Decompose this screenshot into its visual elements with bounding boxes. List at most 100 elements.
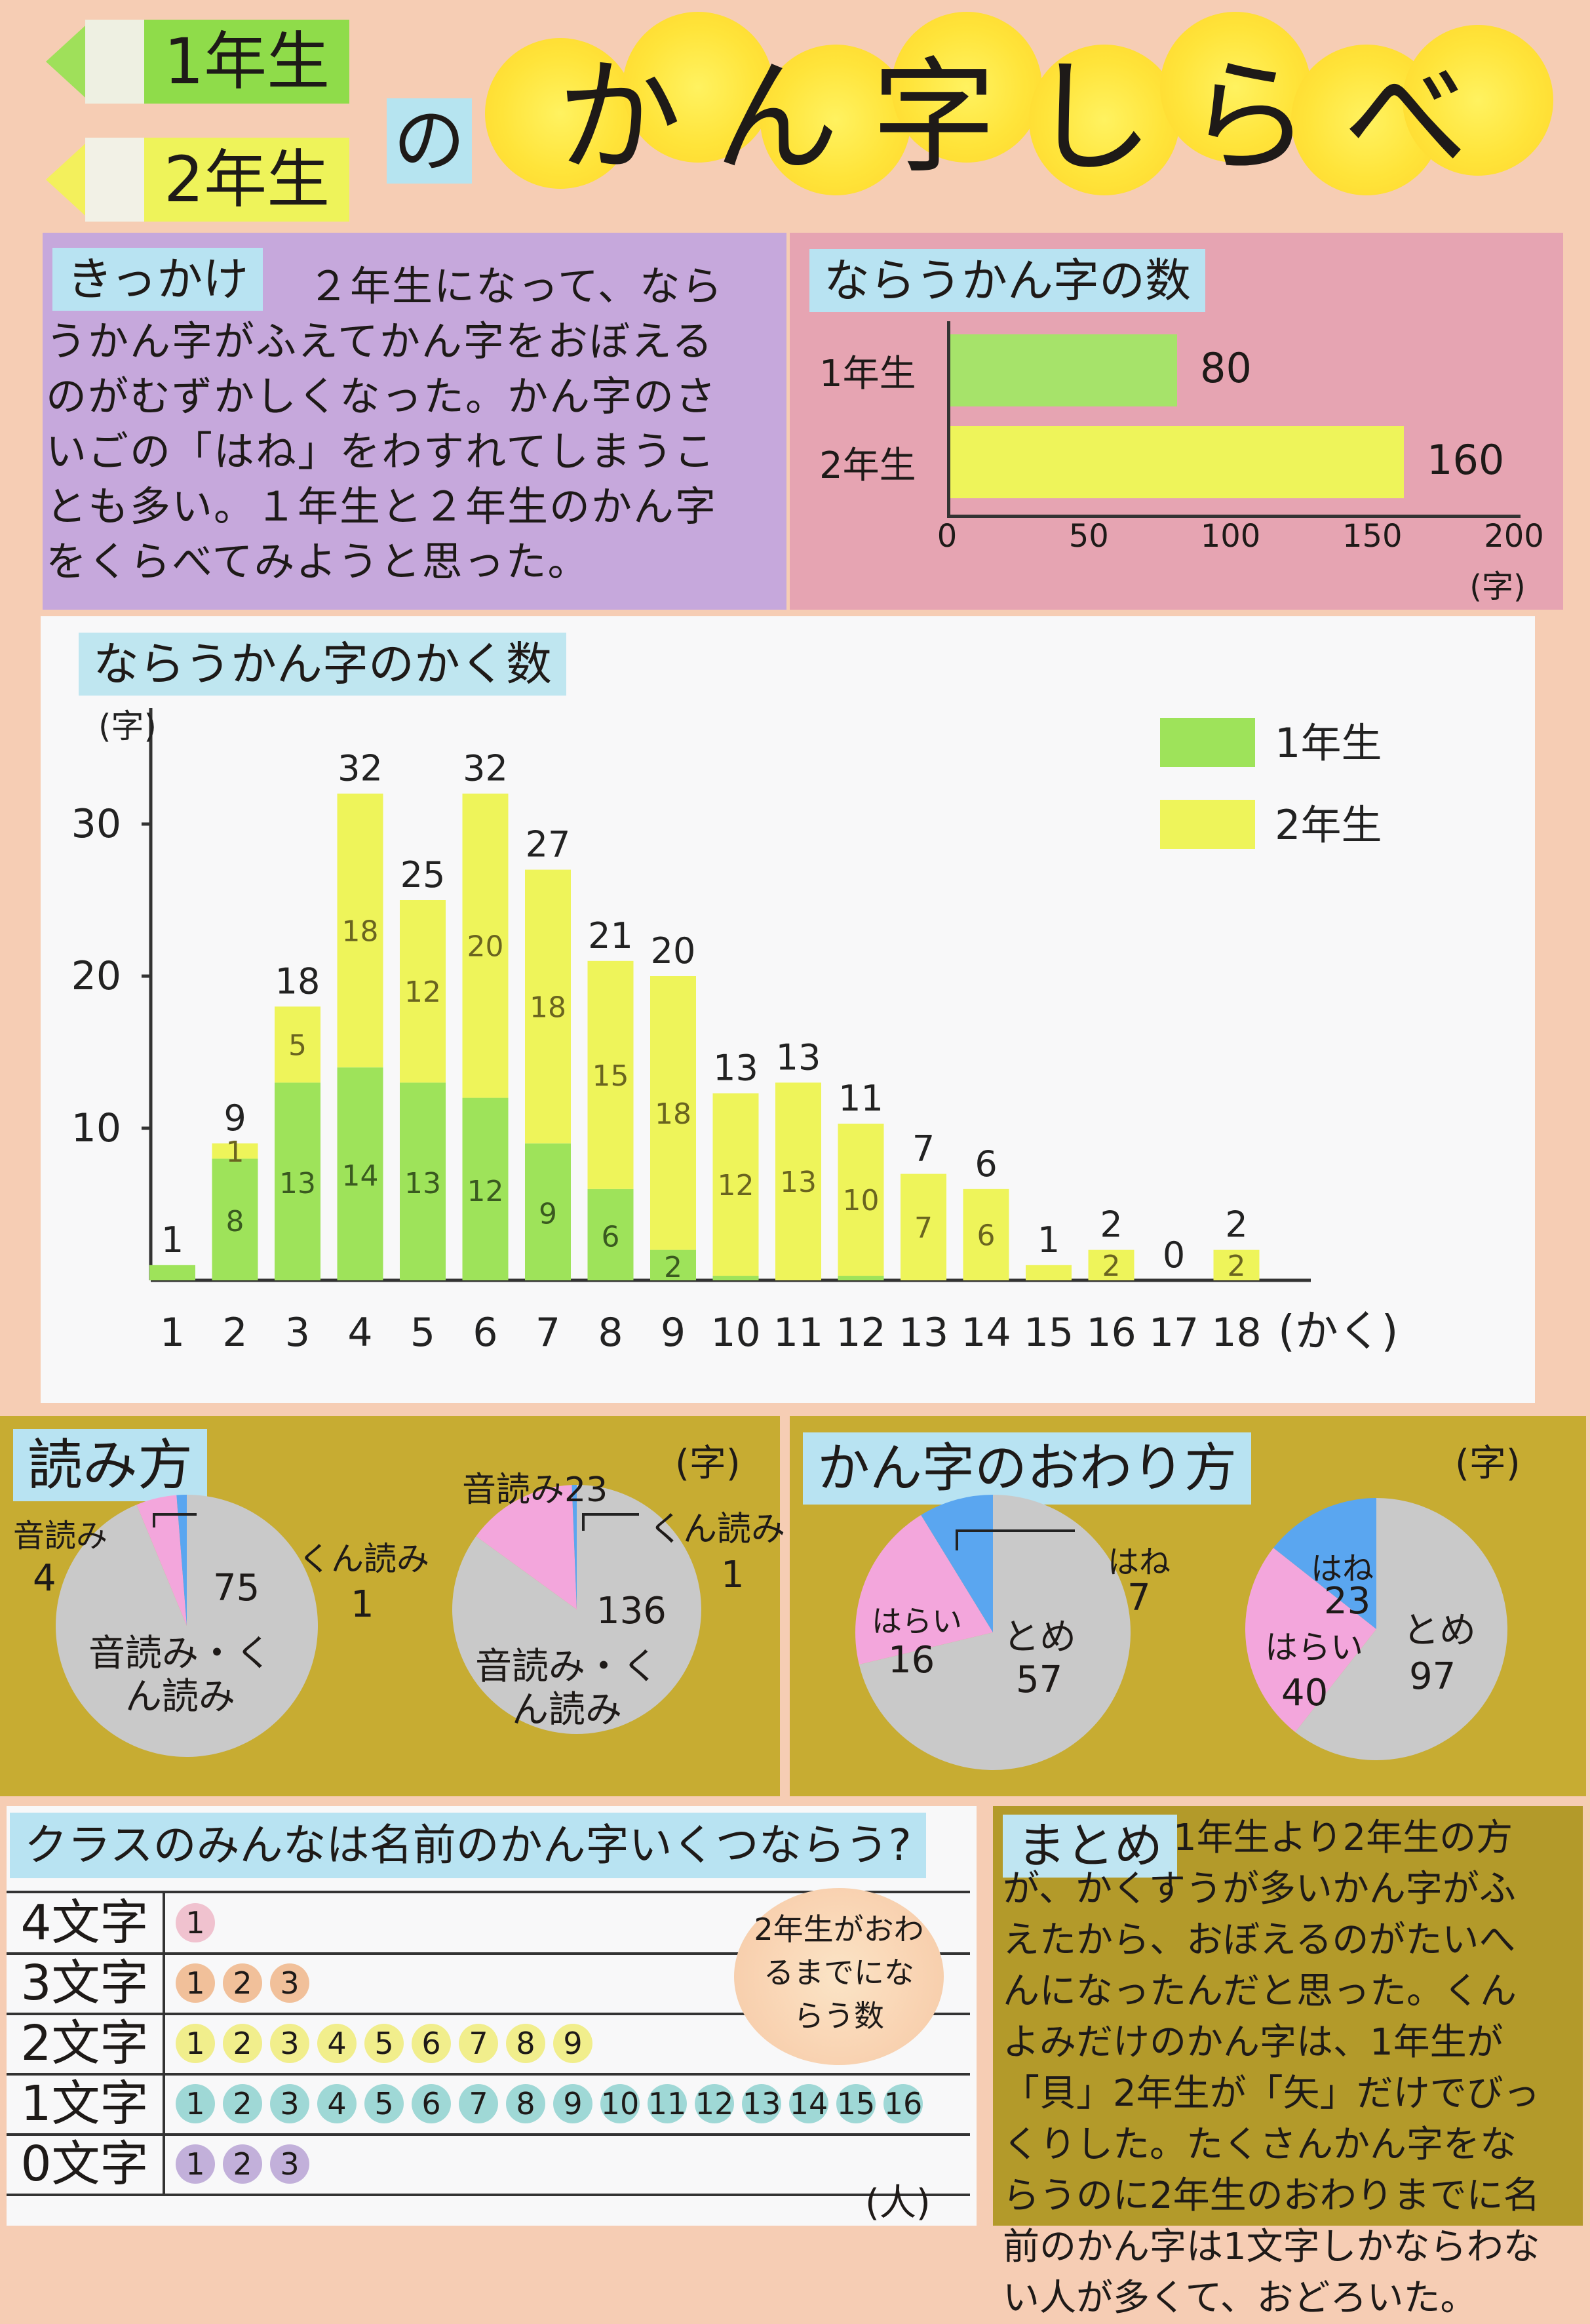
bar-grade2-value: 15 (592, 1059, 629, 1093)
g2-kunyomi-value: 1 (721, 1554, 745, 1596)
bar-total-label: 1 (1037, 1219, 1060, 1261)
bar-grade2 (901, 1173, 946, 1280)
g1-tome-label: とめ (1003, 1616, 1076, 1659)
count-tag: ならうかん字の数 (809, 249, 1205, 312)
count-tick-label: 200 (1484, 518, 1544, 555)
reading-g1-pie-slice (136, 1495, 187, 1626)
person-count-dot: 7 (459, 2024, 498, 2063)
person-count-dot: 5 (364, 2084, 404, 2123)
g2-harai-label: はらい (1265, 1628, 1363, 1666)
bar-total-label: 21 (588, 915, 633, 956)
class-table-tag: クラスのみんなは名前のかん字いくつならう? (10, 1813, 926, 1878)
ending-unit: (字) (1455, 1442, 1521, 1485)
bar-grade2 (775, 1082, 821, 1280)
pencil-tip-icon (46, 20, 92, 104)
g2-harai-value: 40 (1281, 1672, 1328, 1714)
grade1-pencil-label: 1年生 (46, 20, 387, 104)
bar-grade2 (212, 1143, 258, 1159)
bar-grade1 (525, 1143, 571, 1280)
bar-grade1-value: 12 (467, 1175, 504, 1208)
bar-grade2-value: 18 (655, 1097, 691, 1131)
g2-tome-value: 97 (1409, 1655, 1456, 1698)
legend-label-grade2: 2年生 (1275, 801, 1382, 849)
count-tick-label: 150 (1342, 518, 1403, 555)
count-tick-label: 50 (1068, 518, 1109, 555)
x-tick-label: 16 (1086, 1310, 1136, 1356)
person-count-dot: 4 (317, 2084, 357, 2123)
person-count-dot: 3 (270, 2084, 309, 2123)
x-tick-label: 11 (773, 1310, 823, 1356)
summary-text: 1年生より2年生の方が、かくすうが多いかん字がふえたから、おぼえるのがたいへんに… (1003, 1817, 1540, 2319)
reading-g1-pie-slice (176, 1495, 187, 1626)
g1-both-label: 音読み・くん読み (88, 1632, 272, 1718)
legend-swatch-grade1 (1160, 718, 1255, 767)
g2-hane-value: 23 (1324, 1580, 1371, 1623)
person-count-dot: 1 (176, 1903, 215, 1942)
person-count-dot: 1 (176, 2084, 215, 2123)
count-value-label: 80 (1200, 344, 1252, 392)
bar-grade2 (650, 976, 696, 1250)
person-count-dot: 6 (412, 2084, 451, 2123)
person-count-dot: 3 (270, 2024, 309, 2063)
x-tick-label: 10 (710, 1310, 760, 1356)
g1-kunyomi-label: くん読み (298, 1540, 429, 1578)
person-count-dot: 12 (695, 2084, 734, 2123)
table-row-label: 2文字 (7, 2014, 165, 2073)
bar-grade1-value: 13 (404, 1167, 441, 1200)
ending-g2-pie-slice (1245, 1548, 1376, 1733)
reading-pies (55, 1485, 702, 1757)
bar-grade2 (1026, 1265, 1072, 1280)
pencil-tip-icon (46, 138, 92, 222)
x-tick-label: 8 (598, 1310, 623, 1356)
person-count-dot: 9 (553, 2084, 592, 2123)
x-unit-label: (かく) (1278, 1306, 1399, 1356)
person-count-dot: 1 (176, 1963, 215, 2003)
person-count-dot: 5 (364, 2024, 404, 2063)
bar-total-label: 25 (400, 854, 446, 896)
table-row-label: 1文字 (7, 2074, 165, 2133)
person-count-dot: 10 (600, 2084, 640, 2123)
pencil-wood-icon (85, 138, 144, 222)
g2-onyomi-label: 音読み23 (462, 1470, 608, 1510)
bar-grade2 (1088, 1250, 1134, 1280)
bar-total-label: 1 (161, 1219, 184, 1261)
ending-g1-leader (956, 1529, 1075, 1550)
reading-tag: 読み方 (13, 1429, 208, 1501)
person-count-dot: 2 (223, 1963, 262, 2003)
reading-g2-pie-slice (476, 1485, 577, 1609)
class-table-unit: (人) (865, 2182, 931, 2224)
count-category-label: 1年生 (819, 353, 916, 395)
person-count-dot: 2 (223, 2144, 262, 2184)
g1-onyomi-value: 4 (33, 1557, 56, 1600)
bar-grade2-value: 6 (977, 1219, 996, 1252)
table-row: 2文字 1 2 3 4 5 6 7 8 9 (7, 2014, 970, 2076)
bar-total-label: 6 (975, 1143, 997, 1185)
bar-grade2-value: 20 (467, 930, 504, 964)
x-tick-label: 7 (535, 1310, 560, 1356)
g1-both-value: 75 (213, 1567, 260, 1609)
bar-total-label: 20 (651, 930, 696, 972)
g1-harai-label: はらい (872, 1604, 962, 1639)
bar-grade2 (337, 793, 383, 1068)
person-count-dot: 3 (270, 1963, 309, 2003)
ending-g2-pie-slice (1273, 1498, 1376, 1629)
stroke-count-chart: (字)1020301129813181354321418525131263212… (71, 707, 1399, 1356)
y-tick-label: 10 (71, 1105, 121, 1151)
person-count-dot: 6 (412, 2024, 451, 2063)
g2-kunyomi-label: くん読み (649, 1510, 786, 1549)
pencil-wood-icon (85, 20, 144, 104)
bar-grade2-value: 1 (226, 1135, 244, 1169)
x-tick-label: 2 (222, 1310, 247, 1356)
x-tick-label: 13 (899, 1310, 948, 1356)
g2-both-value: 136 (596, 1590, 667, 1632)
y-tick-label: 30 (71, 801, 121, 847)
bar-grade1-value: 14 (342, 1160, 379, 1193)
g1-kunyomi-value: 1 (351, 1583, 374, 1626)
x-tick-label: 18 (1211, 1310, 1261, 1356)
bar-total-label: 0 (1163, 1234, 1185, 1276)
reading-g2-pie-slice (452, 1485, 702, 1734)
bar-grade2-value: 18 (530, 991, 566, 1024)
bar-grade2 (963, 1189, 1009, 1280)
title-connector: の (387, 98, 472, 184)
x-tick-label: 4 (347, 1310, 372, 1356)
